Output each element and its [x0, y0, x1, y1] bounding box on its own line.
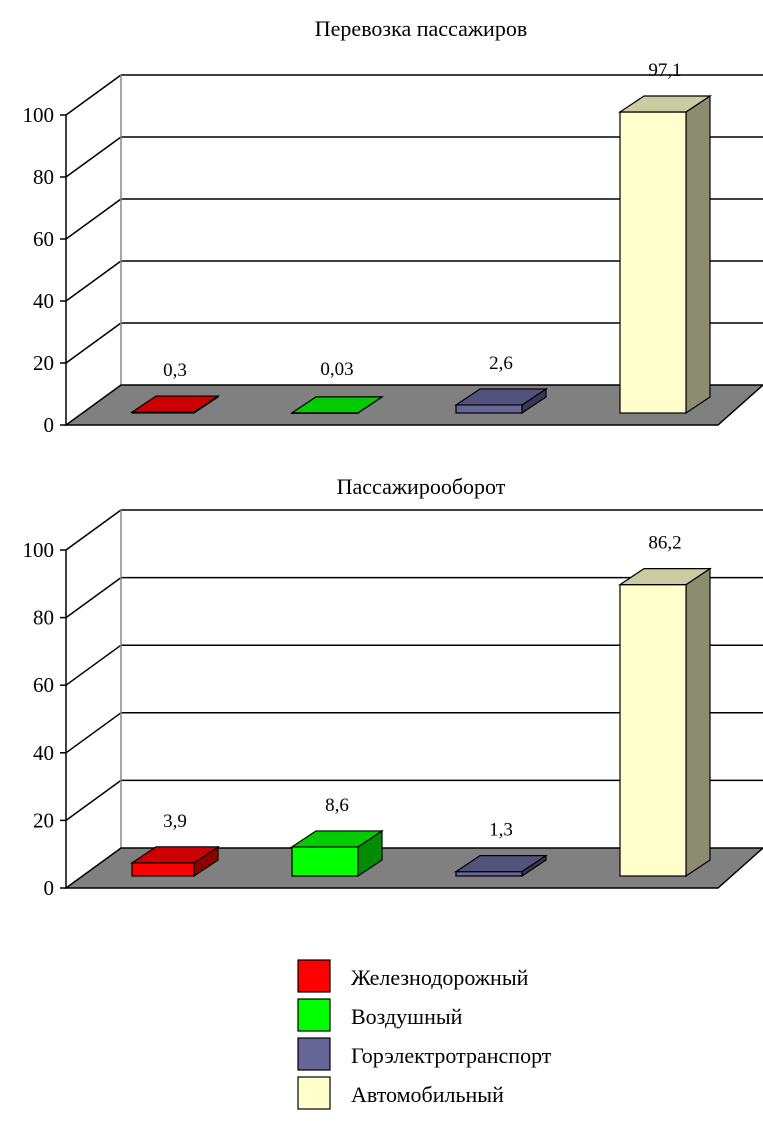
y-tick-label: 100 — [23, 103, 55, 127]
y-tick-label: 40 — [33, 741, 54, 765]
bar-3 — [619, 111, 687, 414]
y-tick-label: 60 — [33, 673, 54, 697]
legend-label: Железнодорожный — [351, 965, 529, 990]
chart-passenger-transport: Перевозка пассажиров 0 20 40 60 80 100 0,3 0,03 2… — [23, 16, 763, 437]
bar-top-0 — [130, 846, 220, 864]
side-grid-line — [65, 198, 122, 240]
data-label: 2,6 — [489, 353, 513, 374]
y-tick-label: 80 — [33, 165, 54, 189]
legend-swatch — [297, 1037, 331, 1071]
data-label: 3,9 — [163, 811, 187, 832]
data-label: 0,03 — [320, 359, 353, 380]
side-grid-line — [65, 260, 122, 302]
legend-label: Автомобильный — [351, 1082, 504, 1107]
bar-top-2 — [454, 388, 548, 406]
bar-top-2 — [454, 855, 548, 873]
chart-floor — [63, 847, 763, 889]
legend-swatch — [297, 959, 331, 993]
legend-swatch — [297, 1076, 331, 1110]
bar-top-1 — [290, 396, 384, 414]
legend-swatch — [297, 998, 331, 1032]
side-grid-line — [65, 779, 122, 822]
side-grid-line — [65, 136, 122, 178]
data-label: 1,3 — [489, 820, 513, 841]
legend-label: Горэлектротранспорт — [351, 1043, 552, 1068]
data-label: 86,2 — [648, 533, 681, 554]
y-tick-label: 40 — [33, 289, 54, 313]
data-label: 97,1 — [648, 60, 681, 81]
bar-top-3 — [618, 95, 712, 113]
chart-passenger-turnover: Пассажирооборот 0 20 40 60 80 100 3,9 8,6 1,3 86,2 — [23, 474, 763, 900]
data-label: 8,6 — [325, 795, 349, 816]
side-grid-line — [65, 74, 122, 116]
chart-title: Пассажирооборот — [337, 474, 506, 499]
y-tick-label: 80 — [33, 606, 54, 630]
chart-floor — [63, 384, 763, 426]
y-tick-label: 20 — [33, 808, 54, 832]
y-tick-label: 60 — [33, 227, 54, 251]
bar-top-0 — [130, 395, 220, 413]
side-grid-line — [65, 576, 122, 619]
bar-3 — [619, 584, 687, 877]
bar-1 — [291, 846, 359, 877]
y-tick-label: 20 — [33, 351, 54, 375]
chart-title: Перевозка пассажиров — [315, 16, 527, 41]
legend: Железнодорожный Воздушный Горэлектротрансп… — [297, 959, 552, 1110]
data-label: 0,3 — [163, 360, 187, 381]
side-grid-line — [65, 712, 122, 754]
bar-top-1 — [290, 830, 384, 848]
bar-0 — [131, 862, 195, 877]
bar-2 — [455, 404, 523, 414]
side-grid-line — [65, 644, 122, 686]
side-grid-line — [65, 322, 122, 364]
bar-side-3 — [685, 94, 711, 415]
bar-2 — [455, 871, 523, 877]
y-tick-label: 0 — [44, 876, 55, 900]
bar-top-3 — [618, 568, 712, 586]
legend-label: Воздушный — [351, 1004, 463, 1029]
y-tick-label: 0 — [44, 413, 55, 437]
y-tick-label: 100 — [23, 538, 55, 562]
side-grid-line — [65, 509, 122, 551]
bar-side-3 — [685, 567, 711, 878]
